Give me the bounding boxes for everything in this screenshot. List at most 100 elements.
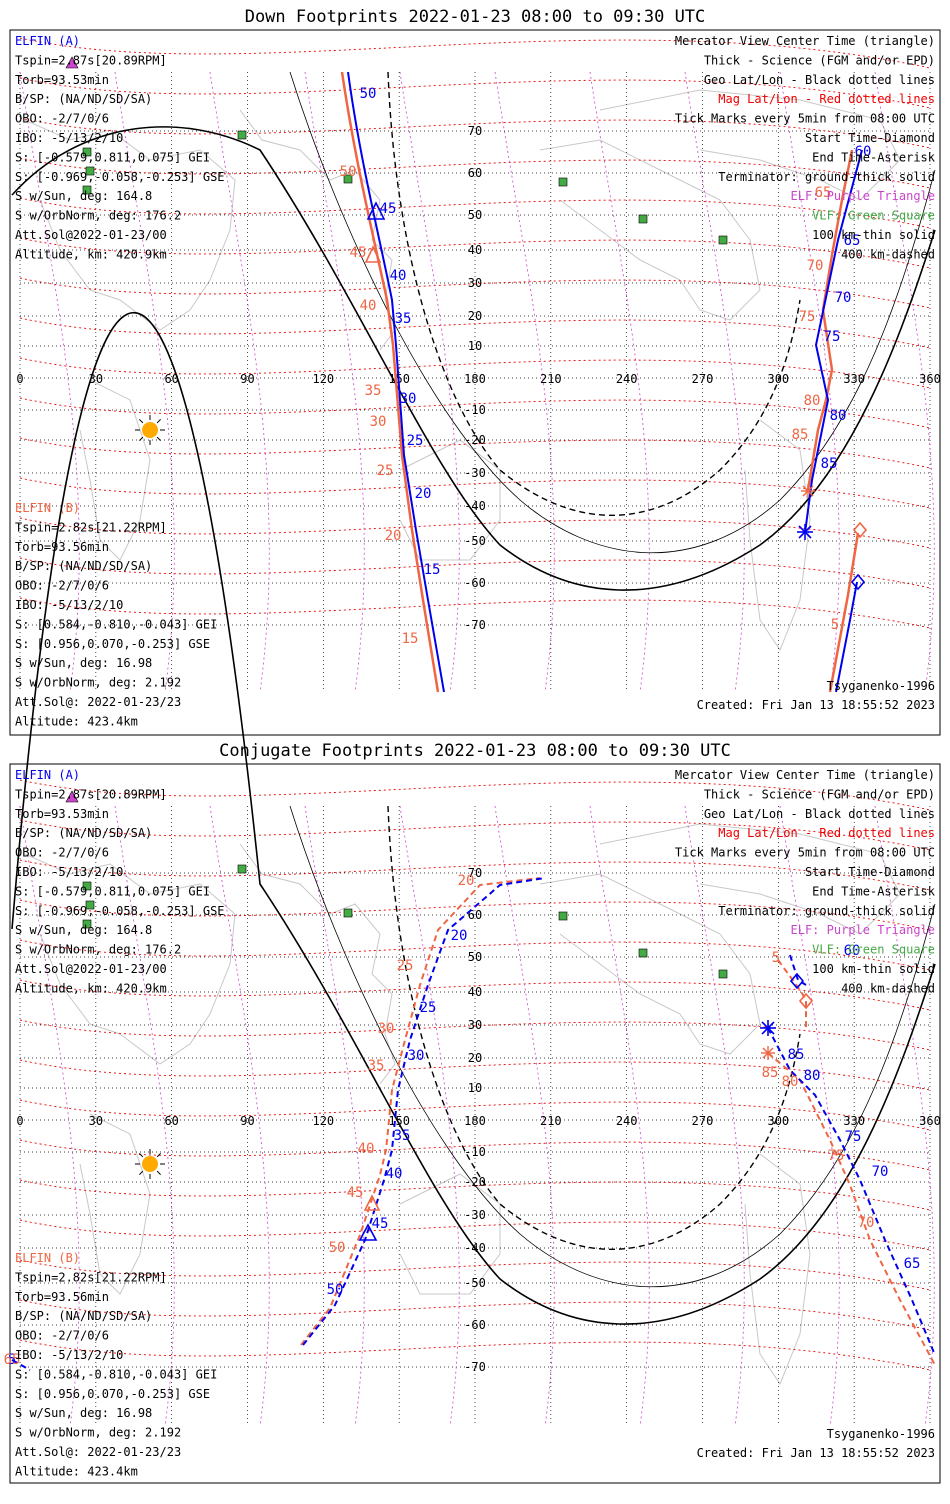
terminator-ground [11,126,936,591]
lon-tick-label: 300 [767,1114,789,1128]
coastline [744,1153,811,1386]
elfin-b-info-line: Att.Sol@: 2022-01-23/23 [15,1445,181,1459]
elfin-b-info-line: B/SP: (NA/ND/SD/SA) [15,1309,152,1323]
elfin-a-end-asterisk [797,524,813,540]
lon-tick-label: 240 [616,1114,638,1128]
elfin-a-time-label: 70 [835,290,852,306]
mag-lat-line [19,979,931,1011]
legend-line: Mag Lat/Lon - Red dotted lines [718,826,935,840]
elfin-a-time-label: 85 [788,1047,805,1063]
elfin-b-start-diamond [798,992,814,1010]
elfin-a-time-label: 35 [395,311,412,327]
vlf-station-square [718,235,728,245]
mag-lon-line [114,71,175,693]
legend-line: Start Time-Diamond [805,131,935,145]
lat-tick-label: 70 [468,866,482,880]
elfin-a-time-label: 65 [904,1256,921,1272]
mag-lat-line [19,859,931,891]
lon-tick-label: 0 [16,372,23,386]
elfin-a-info-line: Altitude, km: 420.9km [15,981,167,995]
elf-station-triangle [65,56,79,69]
mag-lat-line [19,1099,931,1131]
elfin-b-time-label: 75 [828,1148,845,1164]
elfin-b-center-triangle [363,1194,381,1211]
coastline [239,843,396,1085]
lat-tick-label: 40 [468,985,482,999]
vlf-station-square [82,919,92,929]
lon-tick-label: 90 [240,1114,254,1128]
elfin-a-info-line: S w/OrbNorm, deg: 176.2 [15,943,181,957]
elfin-b-info-line: IBO: -5/13/2/10 [15,1348,123,1362]
elfin-a-conjugate-east-start [789,954,807,986]
mag-lon-line [589,805,650,1427]
lon-tick-label: 300 [767,372,789,386]
sun-disk [142,1156,158,1172]
terminator-ground [11,312,936,1325]
elfin-a-info-line: Tspin=2.87s[20.89RPM] [15,787,167,801]
elfin-a-time-label: 80 [830,408,847,424]
lat-tick-label: 20 [468,309,482,323]
vlf-station-square [558,911,568,921]
lon-tick-label: 210 [540,372,562,386]
model-name: Tsyganenko-1996 [827,679,935,693]
sun-icon [135,1149,165,1179]
lat-tick-label: 20 [468,1051,482,1065]
mag-lat-line [19,317,931,349]
mag-lat-line [19,77,931,109]
elfin-b-conjugate-west [300,877,541,1346]
elfin-a-track-west [347,71,445,693]
elfin-b-time-label: 25 [377,463,394,479]
elfin-a-info-line: Tspin=2.87s[20.89RPM] [15,53,167,67]
elfin-a-time-label: 25 [420,1000,437,1016]
elfin-b-track-west [340,71,440,693]
terminator-100km [289,71,936,554]
elfin-b-time-label: 5 [772,950,780,966]
elfin-a-time-label: 75 [845,1129,862,1145]
mag-lon-line [874,805,935,1427]
legend-line: Tick Marks every 5min from 08:00 UTC [675,112,935,126]
elfin-a-track-east-start [835,581,858,693]
elfin-a-info-line: B/SP: (NA/ND/SD/SA) [15,826,152,840]
elfin-a-time-label: 35 [394,1128,411,1144]
legend-line: ELF: Purple Triangle [791,923,936,937]
elfin-b-info-line: Tspin=2.82s[21.22RPM] [15,1270,167,1284]
coastline [24,119,236,331]
mag-lon-line [304,71,365,693]
elfin-a-info-line: S w/OrbNorm, deg: 176.2 [15,209,181,223]
lat-tick-label: -30 [464,466,486,480]
sun-icon [135,415,165,445]
mag-lon-line [19,71,80,693]
mag-lon-line [874,71,935,693]
vlf-station-square [82,185,92,195]
vlf-station-square [85,166,95,176]
elfin-a-start-diamond [789,972,805,990]
elfin-a-time-label: 80 [804,1068,821,1084]
lon-tick-label: 270 [692,372,714,386]
elfin-b-info-line: S w/Sun, deg: 16.98 [15,656,152,670]
elfin-b-end-asterisk [761,1046,775,1060]
sun-ray [139,1153,144,1158]
mag-lat-line [19,1259,931,1291]
elfin-a-info-line: IBO: -5/13/2/10 [15,865,123,879]
mag-lat-line [19,357,931,389]
elfin-b-time-label: 35 [365,383,382,399]
coastline [399,1173,501,1295]
elfin-b-time-label: 75 [799,309,816,325]
elfin-b-time-label: 40 [358,1141,375,1157]
mag-lon-line [684,805,745,1427]
elfin-a-info-line: OBO: -2/7/0/6 [15,846,109,860]
sun-ray [156,436,161,441]
lat-tick-label: -60 [464,1318,486,1332]
mag-lon-line [684,71,745,693]
elfin-b-time-label: 70 [807,258,824,274]
elfin-a-time-label: 45 [372,1216,389,1232]
info-text: ELFIN (A) Tspin=2.87s[20.89RPM] Torb=93.53… [15,768,936,1478]
elfin-a-conjugate-wrap [11,1359,31,1371]
mag-lon-line [494,71,555,693]
terminator-100km [289,805,936,1288]
elfin-b-time-label: 45 [347,1185,364,1201]
lat-tick-label: -60 [464,576,486,590]
lat-tick-label: 40 [468,243,482,257]
